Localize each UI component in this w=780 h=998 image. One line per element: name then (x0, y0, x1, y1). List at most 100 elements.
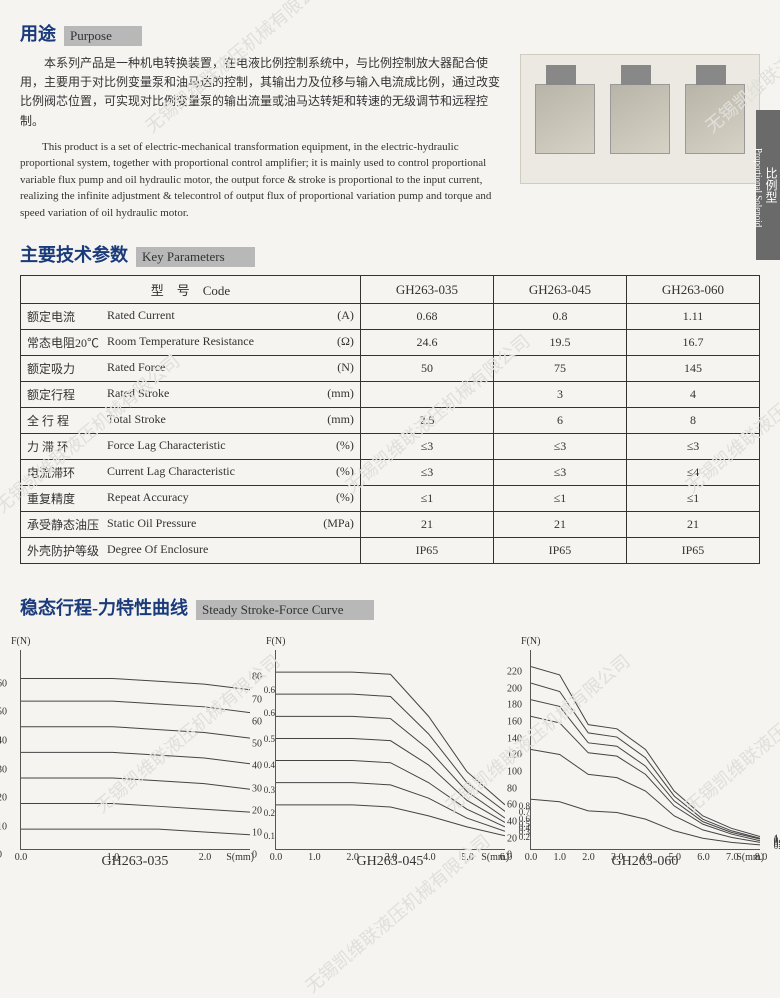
y-tick: 10 (252, 828, 262, 839)
solenoid-icon (685, 84, 745, 154)
x-tick: 0.0 (15, 852, 28, 863)
table-row-label: 常态电阻20℃Room Temperature Resistance(Ω) (21, 330, 361, 356)
table-row: 全 行 程Total Stroke(mm)2.568 (21, 408, 760, 434)
chart-GH263-060: F(N)S(mm)0204060801001201401601802002200… (530, 650, 760, 870)
table-cell: ≤3 (493, 460, 626, 486)
curve-heading-en: Steady Stroke-Force Curve (196, 600, 374, 620)
side-tab-cn: 比例型 (764, 167, 778, 203)
y-tick: 40 (252, 761, 262, 772)
y-axis-label: F(N) (266, 636, 285, 647)
table-cell: 24.6 (360, 330, 493, 356)
y-tick: 140 (507, 733, 522, 744)
x-tick: 5.0 (669, 852, 682, 863)
y-tick: 60 (0, 678, 7, 689)
x-tick: 4.0 (423, 852, 436, 863)
table-head-code: 型 号 Code (21, 276, 361, 304)
y-tick: 0 (507, 850, 512, 861)
purpose-heading-cn: 用途 (20, 20, 56, 46)
y-tick: 80 (507, 783, 517, 794)
solenoid-icon (535, 84, 595, 154)
table-cell: 0.68 (360, 304, 493, 330)
y-axis-label: F(N) (521, 636, 540, 647)
table-cell: IP65 (626, 538, 759, 564)
table-cell: ≤3 (493, 434, 626, 460)
table-row-label: 全 行 程Total Stroke(mm) (21, 408, 361, 434)
y-tick: 100 (507, 766, 522, 777)
x-tick: 4.0 (640, 852, 653, 863)
table-row-label: 额定行程Rated Stroke(mm) (21, 382, 361, 408)
x-tick: 2.0 (346, 852, 359, 863)
y-tick: 30 (252, 783, 262, 794)
y-tick: 10 (0, 821, 7, 832)
table-row: 重复精度Repeat Accuracy(%)≤1≤1≤1 (21, 486, 760, 512)
params-heading: 主要技术参数 Key Parameters (20, 241, 760, 267)
y-tick: 30 (0, 764, 7, 775)
table-cell: 0.8 (493, 304, 626, 330)
table-row-label: 外壳防护等级Degree Of Enclosure (21, 538, 361, 564)
table-cell: 1.11 (626, 304, 759, 330)
table-cell: ≤1 (626, 486, 759, 512)
y-tick: 40 (0, 735, 7, 746)
table-row: 常态电阻20℃Room Temperature Resistance(Ω)24.… (21, 330, 760, 356)
table-cell: 4 (626, 382, 759, 408)
table-row: 额定行程Rated Stroke(mm)34 (21, 382, 760, 408)
table-head-model: GH263-060 (626, 276, 759, 304)
table-cell: 8 (626, 408, 759, 434)
x-tick: 5.0 (461, 852, 474, 863)
table-row-label: 额定吸力Rated Force(N) (21, 356, 361, 382)
charts-row: F(N)S(mm)01020304050600.01.02.00.68A0.60… (20, 650, 760, 870)
y-tick: 70 (252, 694, 262, 705)
side-tab-en: Proportional Solenoid (753, 124, 764, 252)
chart-area: F(N)S(mm)01020304050600.01.02.00.68A0.60… (20, 650, 250, 850)
y-tick: 0 (252, 850, 257, 861)
purpose-text-cn: 本系列产品是一种机电转换装置，在电液比例控制系统中，与比例控制放大器配合使用，主… (20, 54, 508, 131)
table-row: 外壳防护等级Degree Of EnclosureIP65IP65IP65 (21, 538, 760, 564)
x-tick: 8.0 (755, 852, 768, 863)
chart-GH263-045: F(N)S(mm)010203040506070800.01.02.03.04.… (275, 650, 505, 870)
params-heading-cn: 主要技术参数 (20, 241, 128, 267)
curve-heading: 稳态行程-力特性曲线 Steady Stroke-Force Curve (20, 594, 760, 620)
y-tick: 20 (252, 805, 262, 816)
y-axis-label: F(N) (11, 636, 30, 647)
table-cell: 19.5 (493, 330, 626, 356)
x-tick: 2.0 (199, 852, 212, 863)
chart-area: F(N)S(mm)010203040506070800.01.02.03.04.… (275, 650, 505, 850)
table-cell: 2.5 (360, 408, 493, 434)
side-tab-proportional: 比例型 Proportional Solenoid (756, 110, 780, 260)
parameters-table: 型 号 CodeGH263-035GH263-045GH263-060 额定电流… (20, 275, 760, 564)
x-tick: 2.0 (582, 852, 595, 863)
product-photo (520, 54, 760, 184)
table-cell: ≤4 (626, 460, 759, 486)
x-tick: 7.0 (726, 852, 739, 863)
purpose-block: 本系列产品是一种机电转换装置，在电液比例控制系统中，与比例控制放大器配合使用，主… (20, 54, 760, 221)
table-cell: 21 (493, 512, 626, 538)
table-cell: 50 (360, 356, 493, 382)
y-tick: 80 (252, 672, 262, 683)
table-row-label: 重复精度Repeat Accuracy(%) (21, 486, 361, 512)
table-cell: IP65 (360, 538, 493, 564)
table-cell: ≤1 (493, 486, 626, 512)
y-tick: 40 (507, 816, 517, 827)
x-tick: 1.0 (308, 852, 321, 863)
x-tick: 1.0 (107, 852, 120, 863)
y-tick: 50 (0, 707, 7, 718)
table-row-label: 额定电流Rated Current(A) (21, 304, 361, 330)
curve-heading-cn: 稳态行程-力特性曲线 (20, 594, 188, 620)
table-row: 额定吸力Rated Force(N)5075145 (21, 356, 760, 382)
table-cell: 6 (493, 408, 626, 434)
purpose-heading: 用途 Purpose (20, 20, 760, 46)
table-head-model: GH263-035 (360, 276, 493, 304)
table-cell: IP65 (493, 538, 626, 564)
y-tick: 180 (507, 700, 522, 711)
table-cell: 21 (626, 512, 759, 538)
y-tick: 50 (252, 739, 262, 750)
table-cell: 145 (626, 356, 759, 382)
y-tick: 60 (507, 800, 517, 811)
chart-GH263-035: F(N)S(mm)01020304050600.01.02.00.68A0.60… (20, 650, 250, 870)
table-head-model: GH263-045 (493, 276, 626, 304)
solenoid-icon (610, 84, 670, 154)
table-row-label: 电流滞环Current Lag Characteristic(%) (21, 460, 361, 486)
table-row: 电流滞环Current Lag Characteristic(%)≤3≤3≤4 (21, 460, 760, 486)
x-tick: 6.0 (697, 852, 710, 863)
table-cell: 21 (360, 512, 493, 538)
